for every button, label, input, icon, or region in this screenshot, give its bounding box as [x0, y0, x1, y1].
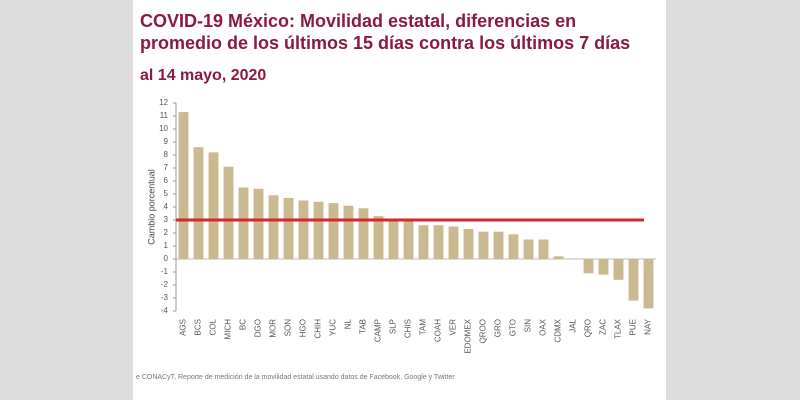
y-tick-label: 0	[164, 254, 169, 263]
bar	[298, 200, 309, 259]
x-tick-label: GTO	[509, 319, 518, 336]
bar	[523, 239, 534, 259]
x-tick-label: COL	[209, 318, 218, 335]
bar	[178, 112, 189, 259]
bar	[613, 259, 624, 280]
x-tick-label: SLP	[389, 319, 398, 334]
bar	[283, 197, 294, 259]
y-tick-label: 2	[164, 228, 169, 237]
x-tick-label: MICH	[224, 319, 233, 340]
x-tick-label: AGS	[179, 319, 188, 336]
bar	[433, 225, 444, 259]
y-tick-label: -1	[161, 267, 169, 276]
bar	[508, 234, 519, 259]
bar	[373, 216, 384, 259]
y-tick-label: 5	[164, 189, 169, 198]
y-tick-label: -2	[161, 280, 169, 289]
x-tick-label: PUE	[629, 319, 638, 335]
bar	[418, 225, 429, 259]
x-tick-label: VER	[449, 319, 458, 336]
bar	[238, 187, 249, 259]
x-tick-label: QROO	[479, 319, 488, 343]
bar	[313, 201, 324, 259]
x-tick-label: NL	[344, 318, 353, 329]
x-tick-label: CHIH	[314, 319, 323, 339]
x-tick-label: OAX	[539, 318, 548, 336]
title-line: promedio de los últimos 15 días contra l…	[140, 33, 630, 53]
x-tick-label: MOR	[269, 319, 278, 338]
x-tick-label: SON	[284, 319, 293, 337]
y-tick-label: -3	[161, 293, 169, 302]
y-tick-label: 6	[164, 176, 169, 185]
x-tick-label: GRO	[494, 319, 503, 337]
bar	[463, 229, 474, 259]
bar	[538, 239, 549, 259]
x-tick-label: HGO	[299, 319, 308, 337]
x-tick-label: DGO	[254, 319, 263, 337]
bar	[598, 259, 609, 275]
x-tick-label: QRO	[584, 319, 593, 337]
bar	[403, 220, 414, 259]
y-tick-label: 9	[164, 137, 169, 146]
bar	[493, 231, 504, 259]
x-tick-label: COAH	[434, 319, 443, 342]
bar	[268, 195, 279, 259]
y-tick-label: 1	[164, 241, 169, 250]
bar	[388, 220, 399, 259]
x-tick-label: EDOMEX	[464, 318, 473, 353]
bar	[343, 205, 354, 259]
y-tick-label: 3	[164, 215, 169, 224]
y-tick-label: 7	[164, 163, 169, 172]
bar	[328, 203, 339, 259]
source: e CONACyT, Reporte de medición de la mov…	[136, 374, 455, 381]
x-tick-label: JAL	[569, 318, 578, 332]
x-tick-label: CHIS	[404, 319, 413, 338]
x-tick-label: YUC	[329, 319, 338, 336]
y-tick-label: 11	[160, 111, 169, 120]
x-tick-label: BC	[239, 319, 248, 330]
y-tick-label: 12	[159, 98, 168, 107]
y-tick-label: 4	[164, 202, 169, 211]
subtitle: al 14 mayo, 2020	[140, 67, 266, 84]
bar	[478, 231, 489, 259]
bar	[628, 259, 639, 301]
bar	[223, 166, 234, 259]
x-tick-label: TAB	[359, 319, 368, 334]
bar	[553, 256, 564, 259]
x-tick-label: SIN	[524, 319, 533, 333]
x-tick-label: TAM	[419, 319, 428, 336]
x-tick-label: TLAX	[614, 318, 623, 339]
y-tick-label: 8	[164, 150, 169, 159]
bar	[583, 259, 594, 274]
y-tick-label: 10	[159, 124, 168, 133]
bar	[253, 188, 264, 259]
bar	[358, 208, 369, 259]
y-tick-label: -4	[161, 306, 169, 315]
x-tick-label: NAY	[644, 318, 653, 335]
x-tick-label: CAMP	[374, 319, 383, 342]
title-line: COVID-19 México: Movilidad estatal, dife…	[140, 11, 576, 31]
x-tick-label: CDMX	[554, 318, 563, 342]
slide	[133, 0, 666, 400]
x-tick-label: ZAC	[599, 319, 608, 335]
x-tick-label: BCS	[194, 319, 203, 335]
bar	[448, 226, 459, 259]
bar	[193, 147, 204, 259]
y-axis-label: Cambio porcentual	[146, 169, 156, 245]
bar	[643, 259, 654, 309]
bar	[208, 152, 219, 259]
